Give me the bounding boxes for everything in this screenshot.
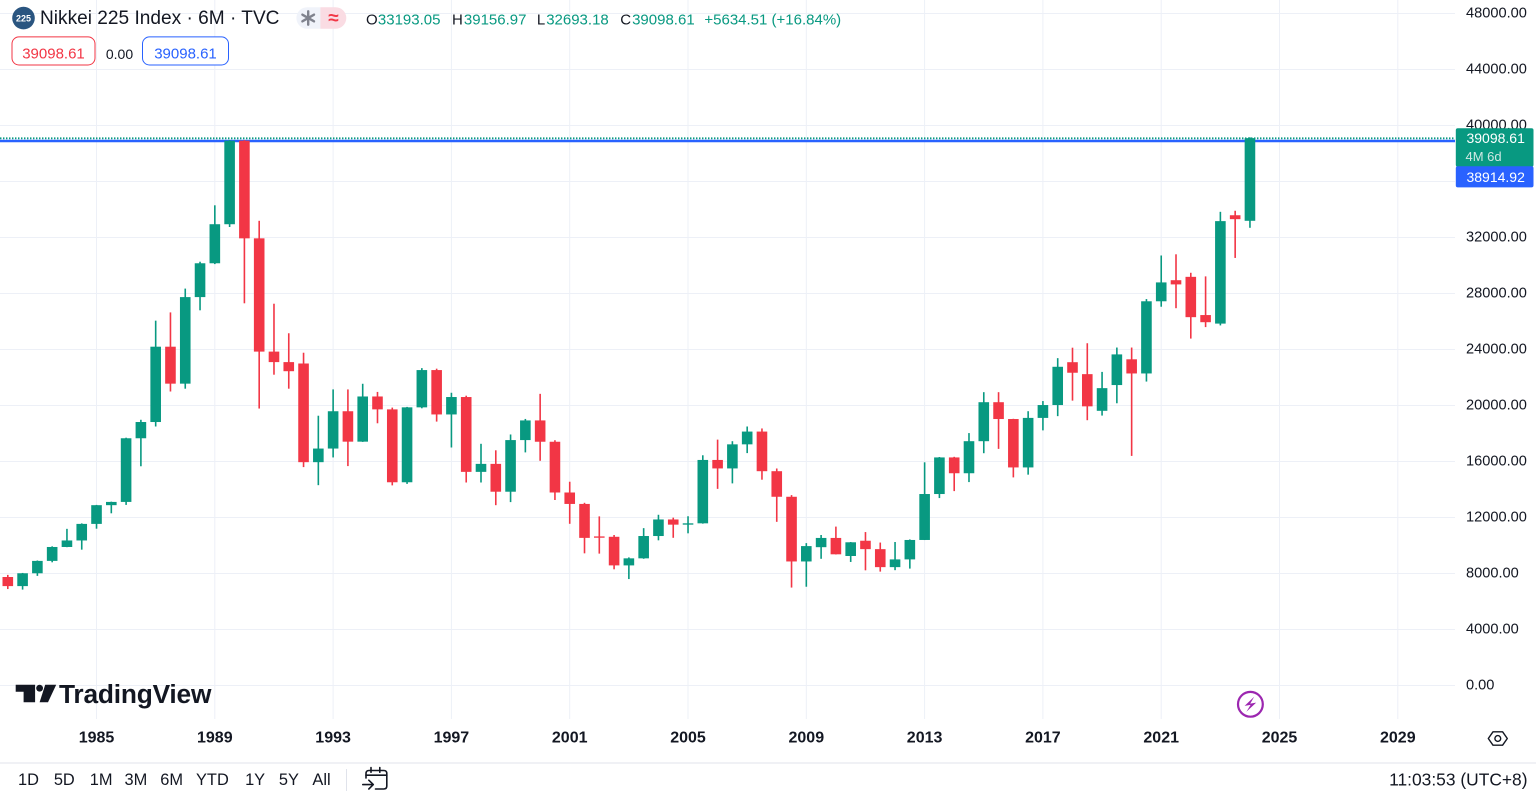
- svg-text:2005: 2005: [670, 730, 706, 747]
- svg-text:5D: 5D: [54, 771, 75, 789]
- svg-text:28000.00: 28000.00: [1466, 286, 1527, 302]
- svg-text:39098.61: 39098.61: [154, 45, 217, 62]
- svg-text:16000.00: 16000.00: [1466, 454, 1527, 470]
- svg-text:4000.00: 4000.00: [1466, 622, 1519, 638]
- svg-text:All: All: [312, 771, 330, 789]
- svg-text:6M: 6M: [160, 771, 183, 789]
- svg-text:0.00: 0.00: [1466, 678, 1494, 694]
- svg-text:12000.00: 12000.00: [1466, 510, 1527, 526]
- svg-text:11:03:53 (UTC+8): 11:03:53 (UTC+8): [1389, 770, 1527, 790]
- svg-text:TradingView: TradingView: [59, 679, 212, 709]
- svg-text:2017: 2017: [1025, 730, 1061, 747]
- svg-text:20000.00: 20000.00: [1466, 398, 1527, 414]
- svg-text:44000.00: 44000.00: [1466, 62, 1527, 78]
- svg-text:1985: 1985: [79, 730, 115, 747]
- svg-text:39098.61: 39098.61: [22, 45, 85, 62]
- svg-text:1D: 1D: [18, 771, 39, 789]
- svg-text:48000.00: 48000.00: [1466, 6, 1527, 22]
- svg-text:1M: 1M: [90, 771, 113, 789]
- svg-text:5Y: 5Y: [279, 771, 299, 789]
- svg-text:38914.92: 38914.92: [1466, 169, 1525, 185]
- svg-text:3M: 3M: [125, 771, 148, 789]
- svg-text:1989: 1989: [197, 730, 233, 747]
- svg-text:39098.61: 39098.61: [1466, 130, 1525, 146]
- svg-text:24000.00: 24000.00: [1466, 342, 1527, 358]
- svg-text:1993: 1993: [315, 730, 351, 747]
- svg-text:2025: 2025: [1262, 730, 1298, 747]
- svg-text:0.00: 0.00: [106, 46, 133, 62]
- svg-text:2001: 2001: [552, 730, 588, 747]
- svg-text:2009: 2009: [789, 730, 825, 747]
- svg-text:2029: 2029: [1380, 730, 1416, 747]
- svg-text:YTD: YTD: [196, 771, 229, 789]
- svg-text:32000.00: 32000.00: [1466, 230, 1527, 246]
- svg-text:Nikkei 225 Index · 6M · TVC: Nikkei 225 Index · 6M · TVC: [40, 8, 280, 29]
- svg-text:8000.00: 8000.00: [1466, 566, 1519, 582]
- svg-text:1997: 1997: [434, 730, 470, 747]
- svg-text:4M 6d: 4M 6d: [1466, 149, 1502, 164]
- svg-text:1Y: 1Y: [245, 771, 265, 789]
- svg-text:≈: ≈: [328, 8, 339, 29]
- svg-text:225: 225: [16, 14, 31, 24]
- svg-text:O33193.05 H39156.97 L32693.18: O33193.05 H39156.97 L32693.18 C39098.61 …: [366, 11, 841, 28]
- svg-text:2013: 2013: [907, 730, 943, 747]
- svg-text:2021: 2021: [1143, 730, 1179, 747]
